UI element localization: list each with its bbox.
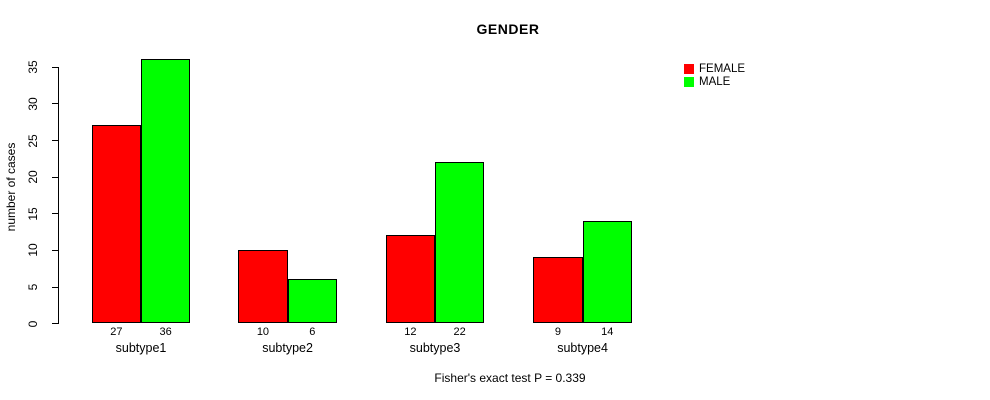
legend: FEMALE MALE — [684, 63, 746, 88]
y-tick-label: 0 — [26, 320, 40, 328]
legend-entry-male: MALE — [684, 76, 745, 88]
y-tick-label: 5 — [26, 283, 40, 291]
y-tick-mark — [52, 103, 58, 105]
bar-male-subtype4 — [582, 220, 632, 324]
bar-male-subtype1 — [141, 59, 191, 324]
y-tick-label: 25 — [26, 133, 40, 148]
bar-value-label: 14 — [601, 326, 614, 339]
category-label-subtype4: subtype4 — [557, 341, 608, 356]
y-tick-mark — [52, 140, 58, 141]
legend-swatch-male — [684, 77, 694, 87]
bar-male-subtype3 — [435, 162, 485, 324]
bar-male-subtype2 — [287, 279, 337, 324]
bar-female-subtype2 — [238, 249, 288, 324]
bar-value-label: 6 — [309, 326, 316, 339]
y-tick-mark — [52, 286, 58, 288]
y-tick-mark — [52, 323, 58, 325]
y-axis-line — [58, 66, 59, 325]
category-label-subtype2: subtype2 — [262, 341, 313, 356]
category-label-subtype1: subtype1 — [115, 341, 167, 356]
category-label-subtype3: subtype3 — [409, 341, 461, 356]
y-tick-mark — [52, 249, 58, 251]
chart-title: GENDER — [476, 21, 540, 37]
y-tick-label: 30 — [26, 97, 40, 111]
legend-label: MALE — [699, 76, 731, 88]
fisher-test-annotation: Fisher's exact test P = 0.339 — [434, 371, 586, 385]
y-tick-mark — [52, 213, 58, 215]
bar-value-label: 27 — [110, 326, 123, 339]
legend-entry-female: FEMALE — [684, 63, 746, 75]
bar-female-subtype1 — [91, 125, 141, 324]
bar-value-label: 12 — [404, 326, 417, 339]
y-tick-label: 15 — [26, 207, 40, 221]
y-tick-label: 35 — [26, 60, 40, 74]
bar-female-subtype4 — [533, 257, 583, 324]
y-tick-mark — [52, 66, 58, 68]
y-tick-label: 20 — [26, 170, 40, 184]
bar-value-label: 36 — [159, 326, 172, 339]
legend-swatch-female — [684, 64, 694, 74]
bar-value-label: 10 — [256, 326, 270, 339]
bar-value-label: 9 — [554, 326, 561, 339]
y-tick-label: 10 — [26, 243, 40, 258]
legend-label: FEMALE — [699, 63, 746, 75]
bar-value-label: 22 — [453, 326, 466, 339]
bar-female-subtype3 — [385, 235, 435, 324]
y-tick-mark — [52, 176, 58, 178]
